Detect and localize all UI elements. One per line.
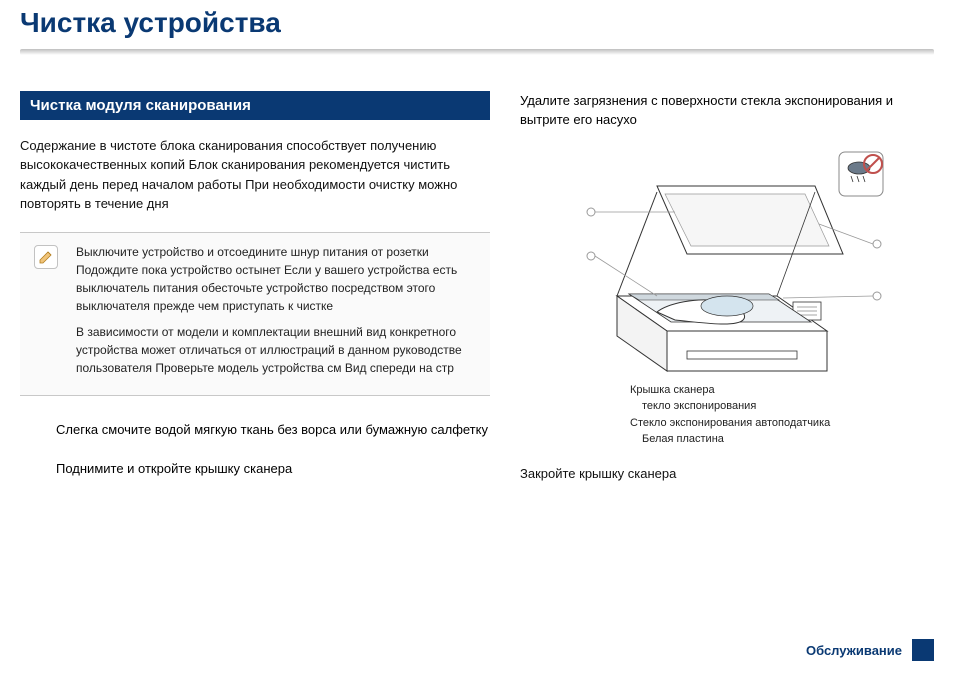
right-step: Закройте крышку сканера: [520, 464, 934, 484]
title-underline: [20, 49, 934, 55]
note-paragraph-2: В зависимости от модели и комплектации в…: [76, 323, 476, 377]
note-paragraph-1: Выключите устройство и отсоедините шнур …: [76, 243, 476, 315]
label-glass: текло экспонирования: [630, 398, 934, 415]
page-title: Чистка устройства: [20, 8, 934, 39]
note-box: Выключите устройство и отсоедините шнур …: [20, 232, 490, 396]
footer-label: Обслуживание: [806, 643, 902, 658]
label-white-plate: Белая пластина: [630, 431, 934, 448]
right-intro: Удалите загрязнения с поверхности стекла…: [520, 91, 934, 130]
section-heading: Чистка модуля сканирования: [20, 91, 490, 120]
step-2: Поднимите и откройте крышку сканера: [56, 459, 490, 479]
footer: Обслуживание: [806, 639, 934, 661]
step-1: Слегка смочите водой мягкую ткань без во…: [56, 420, 490, 440]
scanner-diagram: [547, 146, 907, 376]
footer-page-block: [912, 639, 934, 661]
label-adf-glass: Стекло экспонирования автоподатчика: [630, 415, 934, 432]
intro-paragraph: Содержание в чистоте блока сканирования …: [20, 136, 490, 214]
label-lid: Крышка сканера: [630, 382, 934, 399]
diagram-labels: Крышка сканера текло экспонирования Стек…: [630, 382, 934, 448]
pencil-note-icon: [34, 245, 58, 269]
